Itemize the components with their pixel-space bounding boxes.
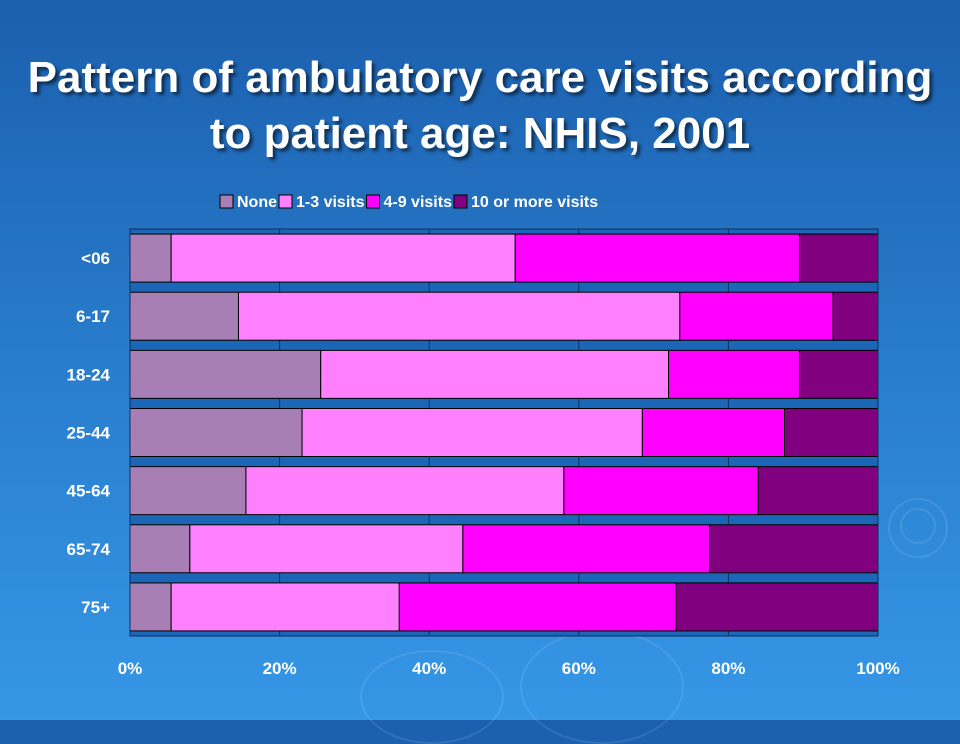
bar-segment-4	[798, 233, 879, 283]
x-tick-label: 40%	[412, 659, 446, 678]
bar-segment-4	[798, 349, 879, 399]
legend-label-4: 10 or more visits	[471, 194, 598, 211]
stacked-bar-chart: 0% 20% 40% 60% 80% 100% <06 6-17 18-24 25-44 45-64…	[67, 194, 899, 678]
x-tick-label: 80%	[711, 659, 745, 678]
plot-border	[129, 228, 879, 637]
y-tick-label: 25-44	[67, 424, 111, 443]
bar-segment-2	[237, 291, 681, 341]
x-tick-label: 0%	[118, 659, 143, 678]
bar-segment-2	[170, 233, 516, 283]
bar-segment-3	[563, 466, 759, 516]
slide-title-line-1: Pattern of ambulatory care visits accord…	[27, 53, 933, 102]
bar-segment-2	[320, 349, 670, 399]
y-tick-label: 65-74	[67, 540, 111, 559]
bar-segment-1	[129, 349, 322, 399]
legend-swatch-4	[453, 194, 468, 209]
bar-segment-4	[784, 408, 879, 457]
bar-segment-3	[462, 524, 711, 574]
x-tick-label: 100%	[856, 659, 899, 678]
bar-segment-3	[679, 291, 834, 341]
bar-segment-3	[514, 233, 800, 283]
bar-segment-4	[757, 466, 879, 516]
legend-swatch-1	[219, 194, 234, 209]
bar-segment-3	[398, 582, 677, 632]
bar-segment-4	[832, 291, 879, 341]
legend-label-3: 4-9 visits	[383, 194, 452, 211]
bar-segment-1	[129, 524, 191, 574]
decorative-ripple	[900, 508, 936, 544]
bar-segment-2	[245, 466, 565, 516]
bar-segment-3	[668, 349, 800, 399]
bar-segment-2	[301, 408, 643, 457]
legend-label-2: 1-3 visits	[296, 194, 365, 211]
y-tick-label: 45-64	[67, 482, 111, 501]
y-tick-label: <06	[81, 249, 110, 268]
bar-segment-2	[170, 582, 400, 632]
bar-segment-4	[675, 582, 879, 632]
legend-swatch-2	[278, 194, 293, 209]
slide-title-line-2: to patient age: NHIS, 2001	[209, 109, 751, 158]
bar-segment-1	[129, 466, 247, 516]
bar-segment-3	[641, 408, 785, 457]
y-tick-label: 75+	[81, 598, 110, 617]
slide-title: Pattern of ambulatory care visits accord…	[0, 50, 960, 162]
bar-segment-4	[709, 524, 879, 574]
legend-label-1: None	[237, 194, 277, 211]
bar-segment-1	[129, 408, 303, 457]
bar-segment-2	[189, 524, 464, 574]
decorative-ripple	[888, 498, 948, 558]
x-tick-label: 20%	[263, 659, 297, 678]
x-tick-label: 60%	[562, 659, 596, 678]
bar-segment-1	[129, 582, 172, 632]
bar-segment-1	[129, 291, 239, 341]
legend-swatch-3	[365, 194, 380, 209]
y-tick-label: 6-17	[76, 307, 110, 326]
y-tick-label: 18-24	[67, 365, 111, 384]
bar-segment-1	[129, 233, 172, 283]
